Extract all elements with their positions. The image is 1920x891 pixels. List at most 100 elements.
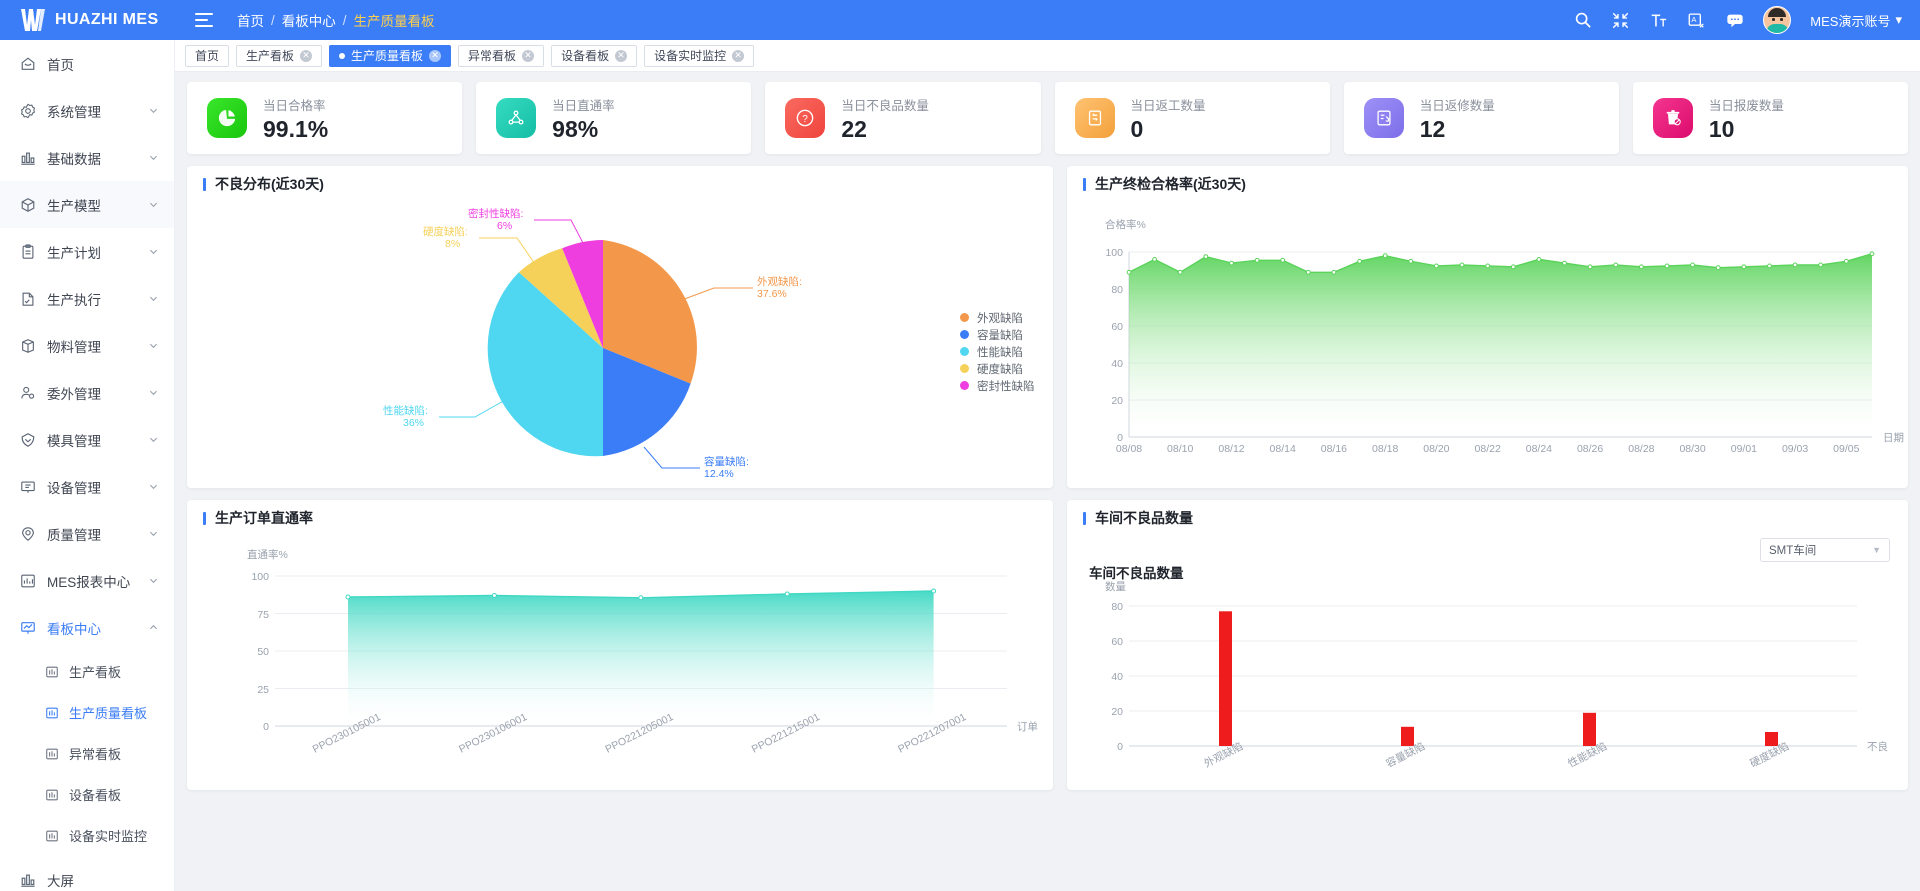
pie-legend[interactable]: 外观缺陷 容量缺陷 性能缺陷 硬度缺陷 密封性缺陷 xyxy=(960,309,1035,394)
chart-bars-icon xyxy=(19,871,36,888)
close-icon[interactable]: ✕ xyxy=(732,49,745,62)
sidebar-label: 生产计划 xyxy=(47,245,101,261)
tab-home[interactable]: 首页 xyxy=(185,44,230,67)
chart-subtitle: 车间不良品数量 xyxy=(1089,566,1184,581)
legend-label: 硬度缺陷 xyxy=(977,363,1023,376)
fullscreen-exit-icon[interactable] xyxy=(1611,11,1630,30)
panel-row-bottom: 生产订单直通率 直通率% xyxy=(187,500,1908,790)
sidebar-label: 看板中心 xyxy=(47,621,101,637)
order-fpy-area-chart[interactable]: 直通率% 100 75 50 25 0 xyxy=(187,536,1053,791)
legend-item[interactable]: 硬度缺陷 xyxy=(960,360,1035,377)
top-bar: HUAZHI MES 首页 / 看板中心 / 生产质量看板 A xyxy=(0,0,1920,40)
message-icon[interactable] xyxy=(1725,11,1744,30)
kpi-value: 10 xyxy=(1708,115,1735,142)
box-icon xyxy=(19,337,36,354)
area-markers xyxy=(1126,251,1875,275)
avatar[interactable] xyxy=(1763,6,1792,34)
kpi-card-pass-rate[interactable]: 当日合格率 99.1% xyxy=(187,82,463,154)
svg-text:08/28: 08/28 xyxy=(1628,443,1654,455)
sidebar-item-quality[interactable]: 质量管理 xyxy=(0,510,174,557)
final-pass-area-chart[interactable]: 合格率% 100 80 60 40 20 0 xyxy=(1067,202,1908,489)
pie-label-seal: 密封性缺陷: xyxy=(468,207,523,220)
sidebar-sublabel: 生产质量看板 xyxy=(69,706,148,721)
kpi-card-defect-count[interactable]: ? 当日不良品数量 22 xyxy=(765,82,1041,154)
sidebar-item-equipment[interactable]: 设备管理 xyxy=(0,463,174,510)
sidebar-subitem-quality-board[interactable]: 生产质量看板 xyxy=(0,692,174,733)
y-tick: 75 xyxy=(257,609,269,621)
sidebar-label: 首页 xyxy=(47,57,74,73)
tab-equipment-board[interactable]: 设备看板 ✕ xyxy=(551,44,638,67)
sidebar-sublabel: 设备看板 xyxy=(69,788,122,803)
panel-title: 不良分布(近30天) xyxy=(215,176,324,192)
pie-slice-performance xyxy=(487,272,603,457)
sidebar-subitem-equipment-monitor[interactable]: 设备实时监控 xyxy=(0,815,174,856)
legend-item[interactable]: 密封性缺陷 xyxy=(960,377,1035,394)
chevron-down-icon xyxy=(149,343,158,349)
pie-value-appearance: 37.6% xyxy=(757,288,787,300)
logo-zone[interactable]: HUAZHI MES xyxy=(0,8,175,32)
legend-item[interactable]: 容量缺陷 xyxy=(960,326,1035,343)
sidebar[interactable]: 首页 系统管理 基础数据 生产模型 生产计划 生产执行 物料管理 委外管理 xyxy=(0,40,175,891)
close-icon[interactable]: ✕ xyxy=(522,49,535,62)
sidebar-item-bigscreen[interactable]: 大屏 xyxy=(0,856,174,891)
sidebar-subitem-equipment-board[interactable]: 设备看板 xyxy=(0,774,174,815)
pie-slice-capacity xyxy=(603,348,691,456)
pie-chart-icon xyxy=(207,98,247,138)
sidebar-item-mold[interactable]: 模具管理 xyxy=(0,416,174,463)
bars-icon xyxy=(44,746,59,761)
tab-equipment-monitor[interactable]: 设备实时监控 ✕ xyxy=(644,44,755,67)
y-tick: 100 xyxy=(251,571,269,583)
breadcrumb-item-home[interactable]: 首页 xyxy=(237,14,264,29)
close-icon[interactable]: ✕ xyxy=(429,49,442,62)
legend-item[interactable]: 性能缺陷 xyxy=(960,343,1035,360)
clipboard-icon xyxy=(19,243,36,260)
kpi-card-rework-count[interactable]: 当日返工数量 0 xyxy=(1054,82,1330,154)
panel-header: 不良分布(近30天) xyxy=(187,166,1053,202)
kpi-label: 当日合格率 xyxy=(263,98,326,113)
sidebar-item-system[interactable]: 系统管理 xyxy=(0,87,174,134)
sidebar-label: 质量管理 xyxy=(47,527,101,543)
legend-dot-performance xyxy=(960,347,969,356)
sidebar-item-material[interactable]: 物料管理 xyxy=(0,322,174,369)
close-icon[interactable]: ✕ xyxy=(300,49,313,62)
sidebar-item-production-model[interactable]: 生产模型 xyxy=(0,181,174,228)
kpi-card-repair-count[interactable]: 当日返修数量 12 xyxy=(1343,82,1619,154)
pie-chart[interactable]: 外观缺陷: 37.6% 容量缺陷: 12.4% 性能缺陷: 36% 硬度缺陷: … xyxy=(187,202,1053,489)
sidebar-item-production-plan[interactable]: 生产计划 xyxy=(0,228,174,275)
language-icon[interactable]: A xyxy=(1687,11,1706,30)
workshop-defect-bar-chart[interactable]: 数量 80 60 40 20 0 xyxy=(1067,574,1908,791)
sidebar-item-basic-data[interactable]: 基础数据 xyxy=(0,134,174,181)
user-gear-icon xyxy=(19,384,36,401)
legend-item[interactable]: 外观缺陷 xyxy=(960,309,1035,326)
sidebar-label: MES报表中心 xyxy=(47,574,131,590)
sidebar-item-mes-report-center[interactable]: MES报表中心 xyxy=(0,557,174,604)
sidebar-item-production-execution[interactable]: 生产执行 xyxy=(0,275,174,322)
sidebar-item-outsourcing[interactable]: 委外管理 xyxy=(0,369,174,416)
svg-text:08/16: 08/16 xyxy=(1321,443,1347,455)
workshop-select[interactable]: SMT车间 ▼ xyxy=(1760,538,1890,562)
chevron-down-icon: ▼ xyxy=(1872,545,1881,555)
svg-text:08/26: 08/26 xyxy=(1577,443,1603,455)
sidebar-subitem-exception-board[interactable]: 异常看板 xyxy=(0,733,174,774)
breadcrumb-item-dashboard-center[interactable]: 看板中心 xyxy=(281,14,336,29)
sidebar-item-home[interactable]: 首页 xyxy=(0,40,174,87)
kpi-card-fpy[interactable]: 当日直通率 98% xyxy=(476,82,752,154)
chevron-down-icon xyxy=(149,249,158,255)
y-tick: 0 xyxy=(263,721,269,733)
tab-label: 生产质量看板 xyxy=(351,49,424,63)
tab-exception-board[interactable]: 异常看板 ✕ xyxy=(458,44,545,67)
monitor-icon xyxy=(19,478,36,495)
font-size-icon[interactable] xyxy=(1649,11,1668,30)
panel-header: 生产终检合格率(近30天) xyxy=(1067,166,1908,202)
document-check-icon xyxy=(19,290,36,307)
tab-production-board[interactable]: 生产看板 ✕ xyxy=(236,44,323,67)
sidebar-label: 设备管理 xyxy=(47,480,101,496)
sidebar-subitem-production-board[interactable]: 生产看板 xyxy=(0,651,174,692)
user-menu[interactable]: MES演示账号 ▾ xyxy=(1810,11,1902,30)
sidebar-item-dashboard-center[interactable]: 看板中心 xyxy=(0,604,174,651)
search-icon[interactable] xyxy=(1573,11,1592,30)
hamburger-icon[interactable] xyxy=(195,13,213,27)
kpi-card-scrap-count[interactable]: 当日报废数量 10 xyxy=(1632,82,1909,154)
close-icon[interactable]: ✕ xyxy=(615,49,628,62)
tab-quality-board[interactable]: 生产质量看板 ✕ xyxy=(329,44,452,67)
